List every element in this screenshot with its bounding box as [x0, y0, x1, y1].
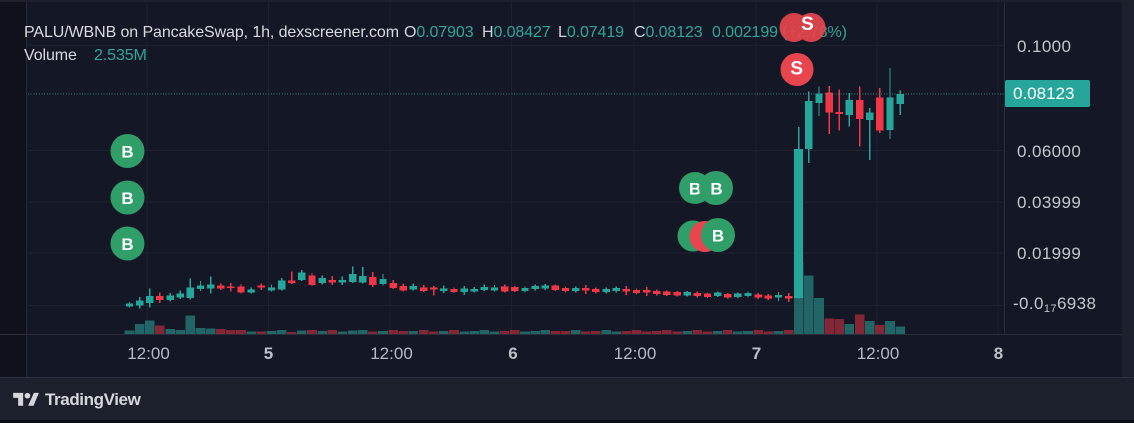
svg-text:B: B [121, 143, 133, 162]
svg-text:B: B [710, 180, 722, 199]
svg-text:S: S [790, 59, 803, 80]
svg-text:B: B [121, 189, 133, 208]
svg-text:S: S [801, 14, 814, 35]
svg-text:B: B [121, 235, 133, 254]
svg-text:B: B [712, 227, 724, 246]
svg-text:B: B [689, 180, 701, 199]
